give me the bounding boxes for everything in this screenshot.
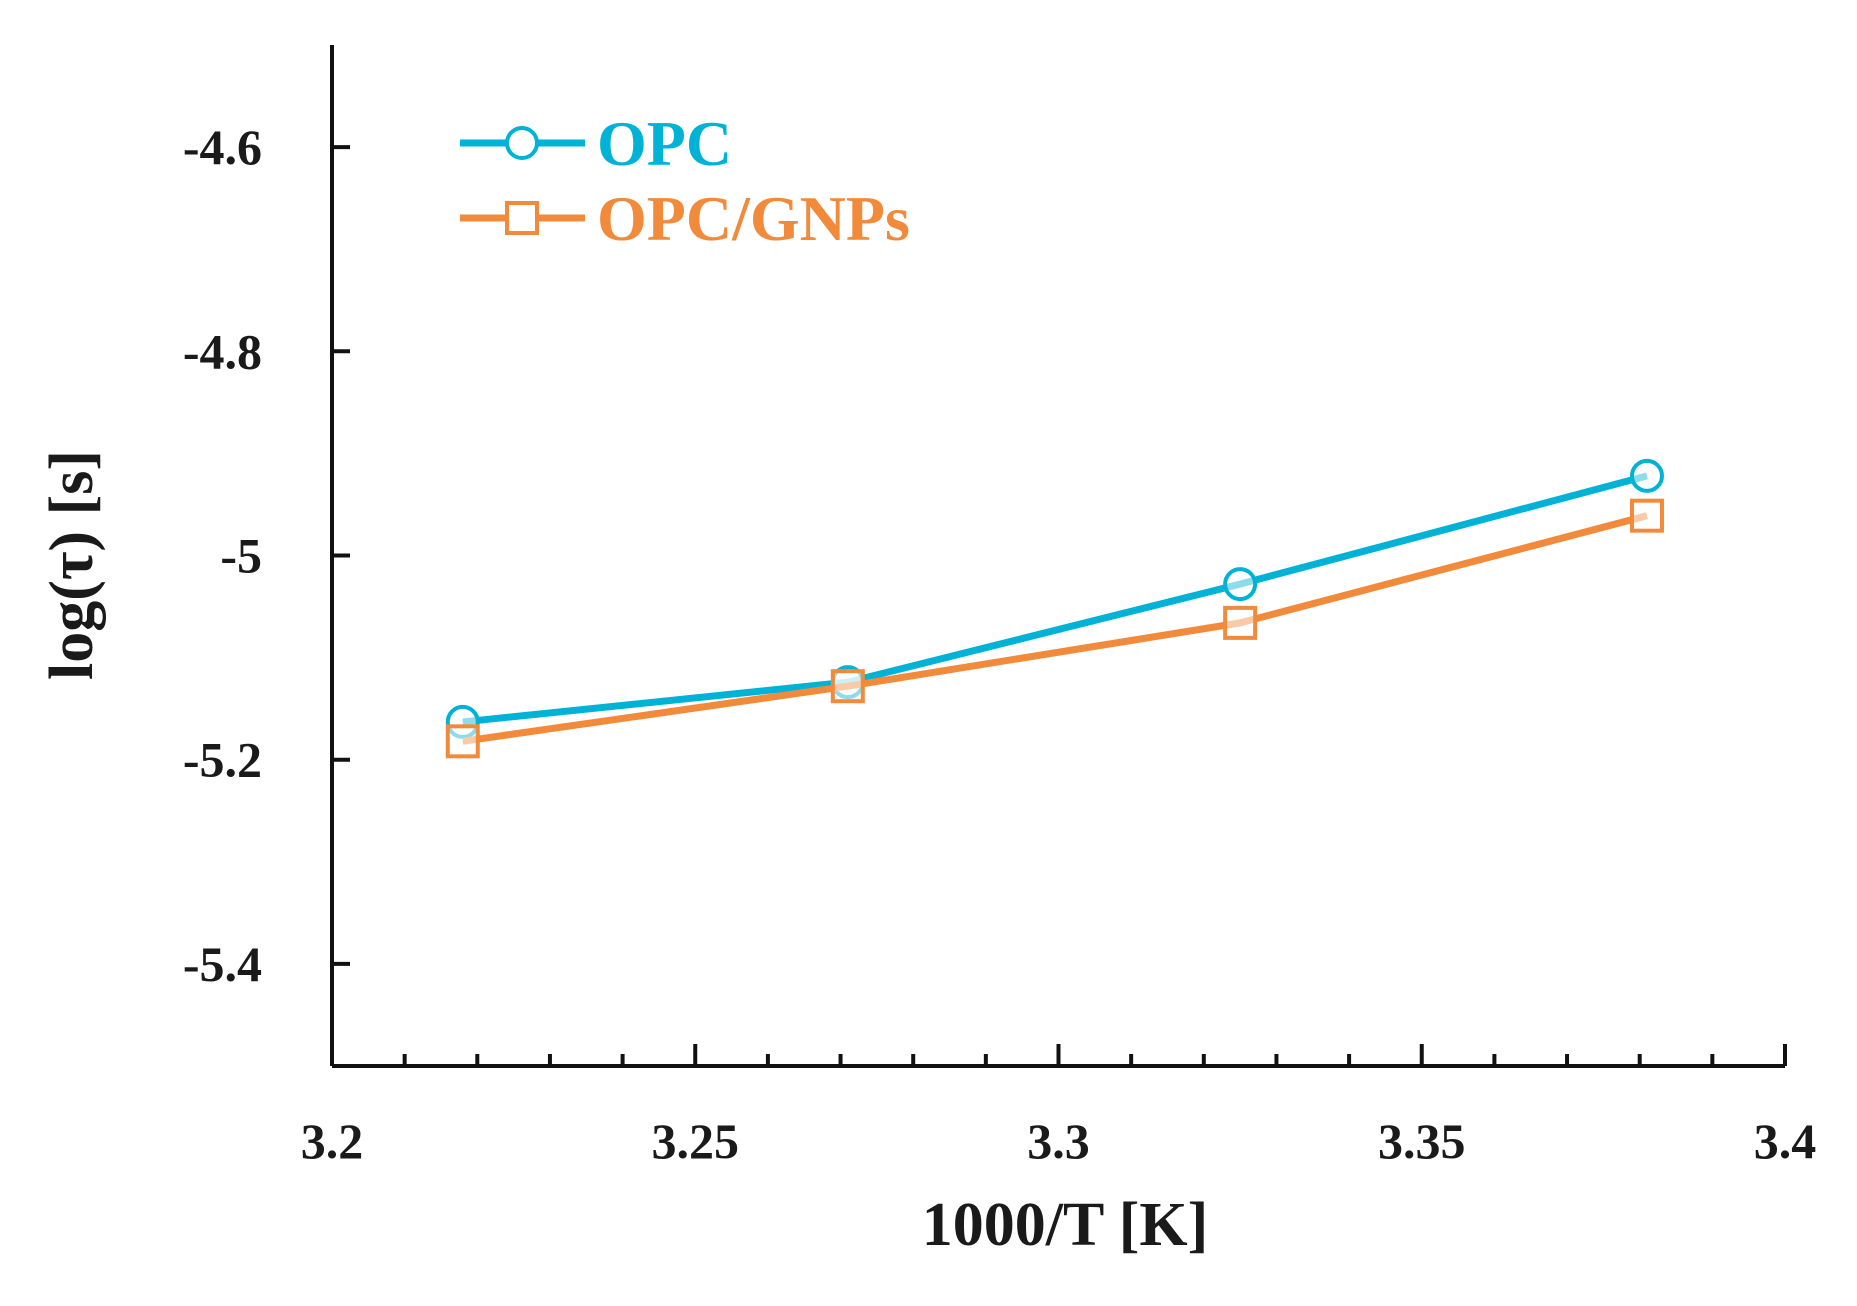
data-point-opc: [1223, 567, 1258, 602]
y-tick-label: -5.4: [183, 936, 262, 992]
legend-marker-opc: [505, 126, 539, 160]
y-tick-label: -5.2: [183, 732, 262, 788]
series-opc-gnps: [445, 498, 1664, 759]
data-point-opc-gnps: [830, 669, 865, 704]
y-tick-label: -4.6: [183, 119, 262, 175]
x-axis-ticks: 3.2 3.25 3.3 3.35 3.4: [301, 1044, 1817, 1169]
x-tick-label: 3.4: [1754, 1113, 1817, 1169]
data-point-opc: [1629, 458, 1664, 493]
y-axis-title: log(τ) [s]: [38, 450, 106, 680]
x-tick-label: 3.25: [652, 1113, 740, 1169]
x-axis-title: 1000/T [K]: [922, 1191, 1208, 1259]
x-tick-label: 3.2: [301, 1113, 364, 1169]
series-line-opc: [462, 472, 1648, 726]
y-tick-label: -5: [220, 528, 262, 584]
series-line-opc-gnps: [462, 512, 1648, 745]
y-tick-label: -4.8: [183, 323, 262, 379]
series-opc: [445, 458, 1664, 739]
x-tick-label: 3.3: [1027, 1113, 1090, 1169]
legend-label-opc-gnps: OPC/GNPs: [597, 183, 910, 254]
data-point-opc-gnps: [445, 724, 480, 759]
data-point-opc-gnps: [1223, 605, 1258, 640]
legend-marker-opc-gnps: [505, 201, 539, 235]
legend-label-opc: OPC: [597, 108, 732, 179]
series-layer: [445, 458, 1664, 759]
data-point-opc-gnps: [1629, 498, 1664, 533]
legend-item-opc-gnps: OPC/GNPs: [460, 183, 910, 254]
axes: [330, 45, 1787, 1068]
legend-item-opc: OPC: [460, 108, 732, 179]
x-tick-label: 3.35: [1378, 1113, 1466, 1169]
y-axis-ticks: -4.6 -4.8 -5 -5.2 -5.4: [183, 119, 350, 992]
